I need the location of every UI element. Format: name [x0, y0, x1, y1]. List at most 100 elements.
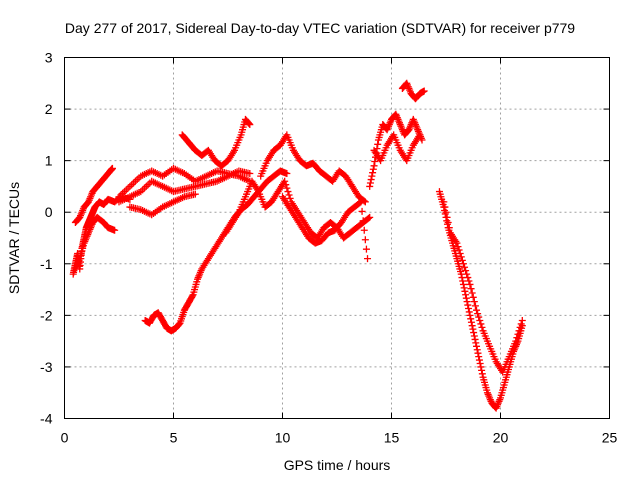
data-point — [458, 256, 466, 264]
y-tick-label: -4 — [40, 411, 53, 427]
series-afternoon_mid — [279, 193, 372, 263]
y-tick-label: -3 — [40, 359, 53, 375]
data-point — [469, 325, 477, 333]
data-point — [517, 320, 525, 328]
x-tick-label: 25 — [602, 430, 618, 446]
data-point — [475, 353, 483, 361]
data-point — [516, 323, 524, 331]
data-point — [513, 334, 521, 342]
data-point — [475, 313, 483, 321]
data-point — [455, 246, 463, 254]
data-point — [477, 363, 485, 371]
data-point — [473, 306, 481, 314]
data-point — [246, 121, 254, 129]
data-point — [359, 217, 367, 225]
data-point — [475, 356, 483, 364]
series-steep_fall_upper — [440, 198, 526, 376]
data-point — [462, 291, 470, 299]
data-point — [370, 162, 378, 170]
x-tick-label: 0 — [61, 430, 69, 446]
x-tick-label: 20 — [493, 430, 509, 446]
data-point — [461, 263, 469, 271]
data-point — [108, 164, 116, 172]
data-point — [188, 292, 196, 300]
data-point — [472, 339, 480, 347]
data-point — [465, 277, 473, 285]
data-point — [459, 280, 467, 288]
data-point — [467, 315, 475, 323]
data-point — [477, 320, 485, 328]
data-point — [470, 298, 478, 306]
data-point — [478, 323, 486, 331]
data-point — [360, 226, 368, 234]
data-point — [111, 226, 119, 234]
data-point — [369, 169, 377, 177]
series-steep_fall — [435, 188, 526, 412]
data-point — [469, 293, 477, 301]
data-point — [283, 170, 291, 178]
data-point — [283, 184, 291, 192]
data-point — [374, 140, 382, 148]
data-point — [442, 208, 450, 216]
data-point — [459, 277, 467, 285]
data-point — [474, 349, 482, 357]
data-point — [463, 270, 471, 278]
series-morning_dip — [141, 167, 291, 335]
data-points — [69, 79, 526, 412]
data-point — [453, 239, 461, 247]
data-point — [465, 308, 473, 316]
series-early_upper — [71, 164, 116, 227]
x-tick-label: 5 — [170, 430, 178, 446]
data-point — [366, 213, 374, 221]
x-axis-label: GPS time / hours — [284, 457, 391, 473]
data-point — [476, 359, 484, 367]
data-point — [361, 236, 369, 244]
data-point — [358, 207, 366, 215]
data-point — [445, 224, 453, 232]
data-point — [466, 280, 474, 288]
data-point — [420, 87, 428, 95]
data-point — [281, 177, 289, 185]
data-point — [465, 304, 473, 312]
y-axis-label: SDTVAR / TECUs — [6, 182, 22, 294]
data-point — [357, 198, 365, 206]
data-point — [282, 181, 290, 189]
data-point — [467, 318, 475, 326]
data-point — [476, 317, 484, 325]
series-midday_upper — [257, 131, 369, 206]
data-point — [286, 194, 294, 202]
data-point — [456, 249, 464, 257]
data-point — [245, 120, 253, 128]
data-point — [478, 370, 486, 378]
data-point — [515, 327, 523, 335]
data-point — [460, 284, 468, 292]
data-point — [474, 310, 482, 318]
data-point — [368, 172, 376, 180]
x-tick-label: 10 — [275, 430, 291, 446]
data-point — [468, 322, 476, 330]
data-point — [362, 245, 370, 253]
y-tick-label: 3 — [45, 50, 53, 66]
data-point — [470, 329, 478, 337]
y-tick-label: -2 — [40, 307, 53, 323]
data-point — [464, 301, 472, 309]
data-point — [512, 337, 520, 345]
data-point — [457, 253, 465, 261]
data-point — [360, 197, 368, 205]
data-point — [246, 170, 254, 178]
data-point — [191, 190, 199, 198]
data-point — [471, 302, 479, 310]
data-point — [416, 131, 424, 139]
data-point — [462, 294, 470, 302]
data-point — [443, 213, 451, 221]
data-point — [367, 176, 375, 184]
series-late_hump — [178, 115, 254, 170]
data-point — [175, 320, 183, 328]
y-tick-label: -1 — [40, 256, 53, 272]
y-axis: -4 -3 -2 -1 0 1 2 3 — [40, 50, 610, 427]
data-point — [371, 158, 379, 166]
x-axis: 0 5 10 15 20 25 — [61, 57, 618, 446]
data-point — [454, 243, 462, 251]
series-early_lower — [71, 213, 119, 273]
data-point — [473, 342, 481, 350]
